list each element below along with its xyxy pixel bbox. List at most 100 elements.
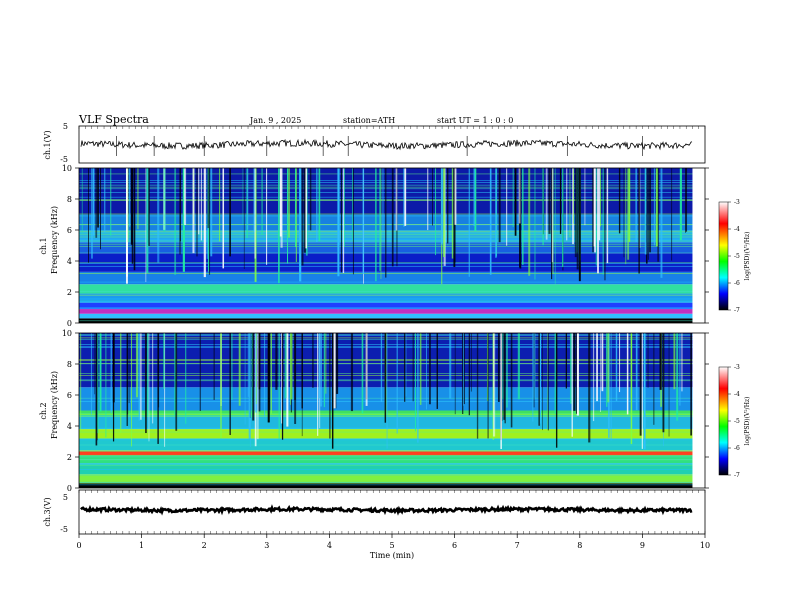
ch2-cb-tick-label-3: -6 [734, 445, 740, 452]
header-station: station=ATH [343, 116, 395, 125]
time-tick-label-0: 0 [76, 541, 81, 550]
ch1-spectrogram-ylabel: Frequency (kHz) [50, 206, 59, 274]
ch2-spec-streak-108 [576, 333, 577, 414]
ch1-spec-streak-46 [528, 168, 531, 276]
ch2-spec-streak-89 [502, 333, 504, 400]
ch2-spec-streak-12 [429, 333, 431, 405]
ch1-spec-line-13 [79, 294, 693, 296]
ch2-spec-ytick-label-0: 0 [67, 484, 72, 493]
ch1-spec-streak-34 [100, 168, 102, 250]
ch1-spec-streak-10 [196, 168, 198, 257]
ch2-spec-streak-69 [270, 333, 272, 414]
time-tick-label-1: 1 [139, 541, 144, 550]
ch1-spec-streak-31 [352, 168, 354, 275]
ch2-spec-ytick-label-3: 6 [67, 391, 72, 400]
ch1-waveform-panel: 5 -5 ch.1(V) [43, 122, 706, 164]
ch1-spec-streak-23 [625, 168, 627, 265]
ch2-spec-streak-57 [470, 333, 472, 392]
ch2-spec-streak-65 [140, 333, 142, 420]
ch1-spec-streak-13 [95, 168, 98, 238]
ch2-spec-streak-15 [264, 333, 266, 417]
ch1-spec-streak-80 [679, 168, 682, 241]
ch1-spec-streak-108 [451, 168, 454, 259]
ch2-spec-band-6 [79, 429, 693, 439]
ch1-spec-streak-69 [593, 168, 596, 247]
ch2-spec-streak-36 [635, 333, 638, 411]
ch2-spec-streak-44 [323, 333, 326, 408]
ch2-spec-streak-77 [244, 333, 246, 425]
ch2-spec-streak-100 [576, 333, 579, 416]
ch1-spec-streak-83 [391, 168, 394, 267]
ch2-spec-streak-81 [278, 333, 280, 439]
ch2-cb-tick-label-0: -3 [734, 364, 740, 371]
ch1-spec-streak-62 [133, 168, 136, 271]
ch2-spec-streak-164 [317, 333, 319, 436]
ch3-waveform-ylabel: ch.3(V) [43, 497, 52, 526]
ch1-spec-line-5 [79, 320, 693, 322]
ch2-spec-streak-7 [468, 333, 471, 416]
ch2-spec-streak-113 [248, 333, 251, 439]
ch2-spec-streak-111 [681, 333, 683, 392]
ch1-spec-streak-33 [243, 168, 245, 270]
ch1-cb-tick-label-4: -7 [734, 307, 740, 314]
ch1-spec-streak-44 [602, 168, 604, 275]
ch2-spec-streak-131 [247, 333, 249, 397]
ch2-spec-streak-30 [571, 333, 573, 437]
ch2-spec-streak-133 [539, 333, 541, 424]
ch2-spec-streak-153 [220, 333, 222, 439]
ch1-spec-streak-146 [380, 168, 382, 279]
ch2-spec-streak-144 [662, 333, 665, 433]
ch1-spec-streak-104 [604, 168, 606, 281]
ch1-spec-streak-11 [569, 168, 571, 238]
ch2-spectrogram-channel-label: ch.2 [39, 402, 48, 419]
ch2-spec-streak-45 [336, 333, 339, 394]
ch1-spec-streak-14 [287, 168, 290, 238]
ch1-spec-streak-38 [206, 168, 209, 259]
ch2-spec-line-22 [79, 481, 693, 483]
ch2-spec-streak-93 [504, 333, 506, 424]
ch1-spec-streak-28 [242, 168, 244, 224]
ch1-spec-streak-109 [554, 168, 556, 284]
ch2-spec-streak-14 [676, 333, 679, 421]
ch2-spec-streak-94 [643, 333, 646, 450]
ch2-spec-streak-11 [131, 333, 133, 447]
ch2-spec-line-32 [79, 484, 693, 486]
ch2-spec-streak-105 [94, 333, 96, 395]
ch2-spec-streak-70 [350, 333, 354, 412]
ch1-spec-streak-35 [341, 168, 343, 273]
ch2-spec-streak-140 [361, 333, 364, 414]
ch2-spec-streak-119 [147, 333, 149, 417]
ch1-spec-streak-157 [163, 168, 166, 232]
ch2-spec-line-19 [79, 427, 693, 429]
ch1-spec-streak-15 [278, 168, 280, 284]
ch2-spec-ytick-label-2: 4 [67, 422, 72, 431]
ch1-spec-streak-102 [627, 168, 630, 260]
ch1-spec-ytick-label-0: 0 [67, 319, 72, 328]
time-tick-label-8: 8 [577, 541, 582, 550]
ch1-spec-ytick-label-3: 6 [67, 226, 72, 235]
ch2-spec-line-16 [79, 451, 693, 452]
ch2-spec-line-37 [79, 439, 693, 441]
ch2-spec-streak-51 [281, 333, 284, 440]
ch2-spec-streak-152 [290, 333, 291, 405]
ch1-spec-band-4 [79, 293, 693, 303]
ch2-spec-streak-116 [630, 333, 632, 398]
ch2-spec-band-5 [79, 438, 693, 451]
ch1-spec-streak-56 [266, 168, 268, 265]
ch1-spec-streak-168 [179, 168, 182, 242]
ch2-spec-streak-147 [96, 333, 98, 441]
ch1-spec-streak-39 [595, 168, 597, 266]
ch1-spec-streak-132 [295, 168, 297, 262]
ch1-spec-streak-26 [203, 168, 206, 278]
ch2-spec-streak-163 [127, 333, 129, 415]
ch2-spec-streak-86 [463, 333, 465, 406]
ch2-spec-streak-151 [659, 333, 662, 390]
ch1-spec-streak-144 [88, 168, 90, 263]
ch3-waveform-panel: 5 -5 ch.3(V) [43, 489, 706, 535]
ch2-spec-streak-122 [252, 333, 255, 421]
ch2-spec-streak-16 [501, 333, 503, 421]
ch1-spec-streak-67 [200, 168, 203, 241]
ch1-spec-streak-119 [447, 168, 449, 244]
ch2-spec-band-0 [79, 483, 693, 488]
